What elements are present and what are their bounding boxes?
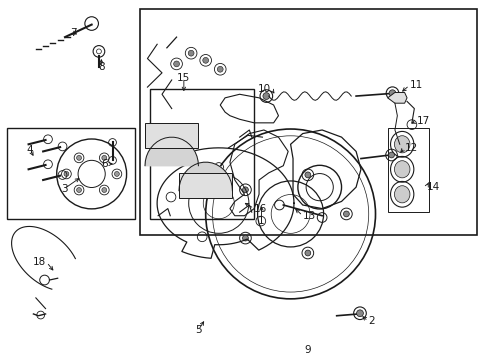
Text: 4: 4 [27,145,33,155]
Circle shape [388,152,394,158]
Circle shape [217,66,223,72]
Text: 2: 2 [367,316,374,326]
Text: 13: 13 [302,211,315,221]
Text: 8: 8 [98,63,104,72]
Circle shape [356,310,363,317]
Circle shape [388,90,395,96]
Text: 3: 3 [61,184,67,194]
Ellipse shape [394,161,409,178]
Bar [150,89,254,219]
Circle shape [242,235,248,241]
Text: 18: 18 [33,257,46,267]
Circle shape [102,188,106,193]
Circle shape [114,171,119,176]
Bar [387,128,428,212]
Text: 17: 17 [416,116,429,126]
Text: 10: 10 [258,84,271,94]
Circle shape [305,250,310,256]
Text: 16: 16 [254,203,267,213]
Polygon shape [387,93,406,103]
Circle shape [173,61,179,67]
Text: 5: 5 [195,325,202,335]
Text: 7: 7 [70,28,76,38]
Ellipse shape [394,186,409,203]
Text: 14: 14 [426,182,439,192]
Circle shape [203,57,208,63]
Circle shape [263,93,269,99]
Circle shape [102,156,106,160]
Circle shape [64,171,69,176]
Text: 1: 1 [258,216,264,226]
Bar [7,128,135,219]
Circle shape [305,172,310,178]
Bar [140,9,476,235]
Text: 6: 6 [101,159,107,169]
Polygon shape [179,162,232,191]
Text: 11: 11 [408,80,422,90]
Text: 9: 9 [304,345,310,355]
Circle shape [343,211,348,217]
Text: 15: 15 [177,73,190,83]
Circle shape [242,187,248,193]
Circle shape [77,188,81,193]
Ellipse shape [394,136,409,153]
Circle shape [77,156,81,160]
Bar [145,123,198,148]
Polygon shape [145,137,198,166]
Bar [179,173,232,198]
Circle shape [188,50,194,56]
Text: 12: 12 [404,143,417,153]
